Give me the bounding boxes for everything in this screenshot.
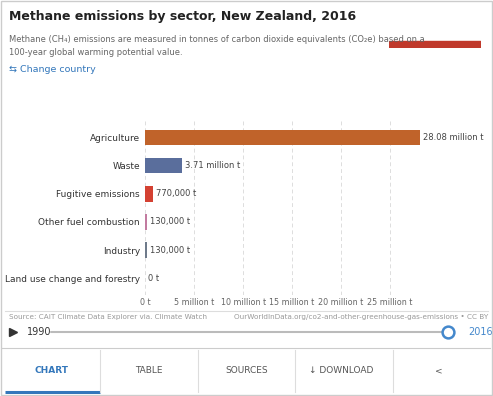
Text: ⇆ Change country: ⇆ Change country	[9, 65, 96, 74]
Text: SOURCES: SOURCES	[225, 366, 268, 375]
Text: <: <	[435, 366, 443, 375]
Text: TABLE: TABLE	[135, 366, 163, 375]
Bar	[145, 186, 153, 202]
Text: Methane emissions by sector, New Zealand, 2016: Methane emissions by sector, New Zealand…	[9, 10, 356, 23]
Text: 130,000 t: 130,000 t	[150, 217, 190, 227]
Bar	[145, 130, 420, 145]
Bar	[145, 214, 147, 230]
Text: 100-year global warming potential value.: 100-year global warming potential value.	[9, 48, 182, 57]
Text: 2016: 2016	[468, 327, 493, 337]
Text: 770,000 t: 770,000 t	[156, 189, 196, 198]
Text: 1990: 1990	[27, 327, 51, 337]
Bar	[389, 41, 481, 48]
Text: in Data: in Data	[418, 27, 453, 36]
Bar	[145, 158, 182, 173]
Bar	[145, 242, 147, 258]
Text: CHART: CHART	[35, 366, 68, 375]
Text: 28.08 million t: 28.08 million t	[423, 133, 484, 142]
Text: 3.71 million t: 3.71 million t	[185, 161, 240, 170]
Text: ↓ DOWNLOAD: ↓ DOWNLOAD	[310, 366, 374, 375]
Text: Source: CAIT Climate Data Explorer via. Climate Watch: Source: CAIT Climate Data Explorer via. …	[9, 314, 207, 320]
Text: Our World: Our World	[410, 12, 460, 21]
Text: 130,000 t: 130,000 t	[150, 246, 190, 255]
Text: 0 t: 0 t	[148, 274, 160, 283]
Text: Methane (CH₄) emissions are measured in tonnes of carbon dioxide equivalents (CO: Methane (CH₄) emissions are measured in …	[9, 35, 424, 44]
Text: OurWorldInData.org/co2-and-other-greenhouse-gas-emissions • CC BY: OurWorldInData.org/co2-and-other-greenho…	[234, 314, 489, 320]
